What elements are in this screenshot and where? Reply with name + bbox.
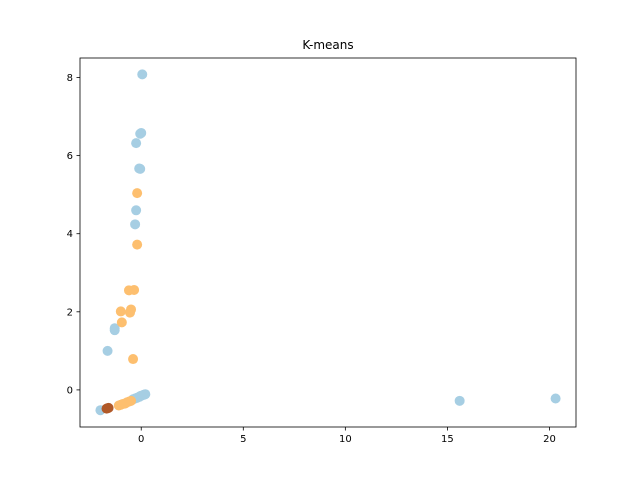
y-tick-label-4: 8 (67, 73, 73, 84)
cluster-0-point-12 (550, 393, 561, 404)
cluster-0-point-5 (135, 163, 146, 174)
cluster-0-point-0 (137, 69, 148, 80)
cluster-1-point-6 (125, 307, 136, 318)
x-tick-label-4: 20 (543, 434, 556, 445)
plot-frame (79, 57, 577, 428)
cluster-1-point-15 (113, 400, 124, 411)
cluster-0-point-7 (130, 219, 141, 230)
y-tick-label-0: 0 (67, 385, 73, 396)
cluster-1-point-0 (132, 188, 143, 199)
cluster-0-point-11 (454, 395, 465, 406)
x-tick-label-2: 10 (339, 434, 352, 445)
x-tick-label-0: 0 (138, 434, 144, 445)
y-tick-label-1: 2 (67, 307, 73, 318)
cluster-1-point-1 (132, 239, 143, 250)
cluster-0-point-3 (131, 138, 142, 149)
cluster-0-point-22 (135, 391, 146, 402)
cluster-2-point-2 (103, 402, 114, 413)
cluster-0-point-6 (131, 205, 142, 216)
cluster-1-point-8 (128, 354, 139, 365)
cluster-1-point-7 (116, 317, 127, 328)
axes-layer: 0 5 10 15 20 0 2 4 6 8 (67, 57, 577, 445)
x-tick-label-1: 5 (240, 434, 246, 445)
cluster-0-point-10 (102, 345, 113, 356)
x-tick-label-3: 15 (441, 434, 454, 445)
points-layer (95, 69, 561, 416)
cluster-1-point-3 (129, 284, 140, 295)
cluster-0-point-2 (135, 128, 146, 139)
chart-title: K-means (302, 38, 353, 52)
y-tick-label-2: 4 (67, 229, 73, 240)
cluster-1-point-14 (126, 395, 137, 406)
cluster-1-point-4 (115, 306, 126, 317)
y-tick-label-3: 6 (67, 151, 73, 162)
cluster-0-point-9 (109, 325, 120, 336)
